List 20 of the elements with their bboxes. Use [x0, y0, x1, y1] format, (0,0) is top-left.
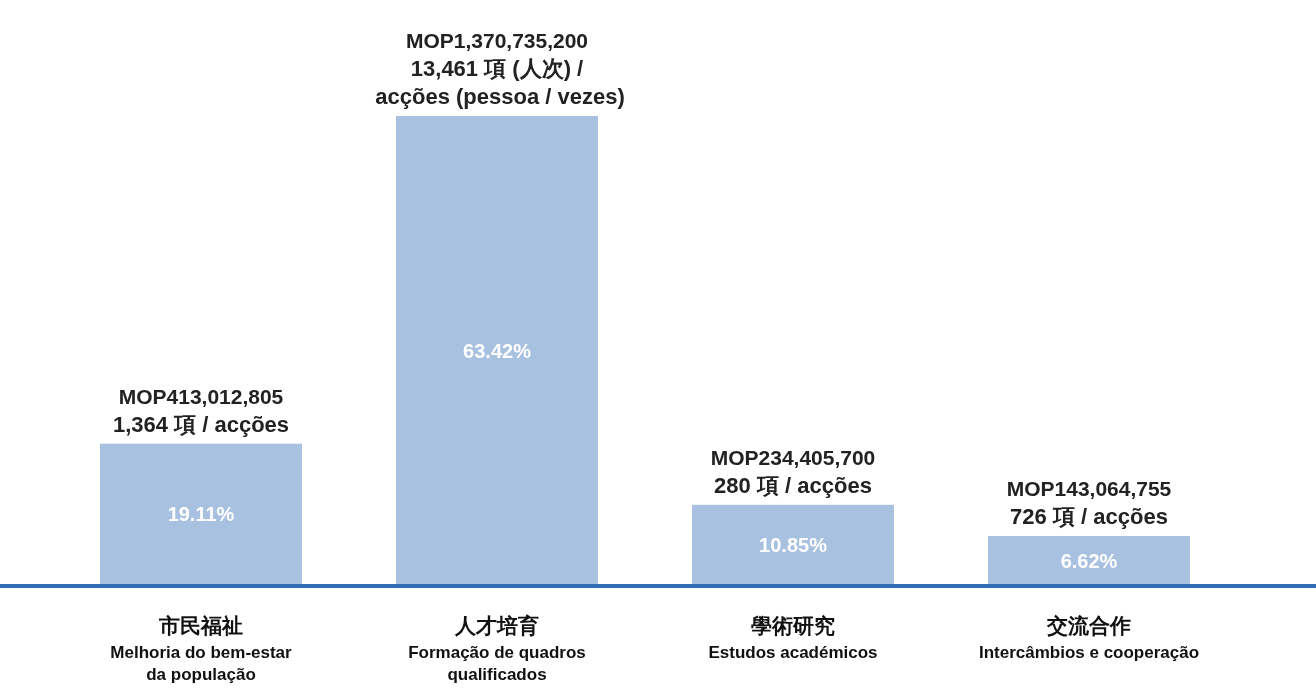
- annotation: 13,461 項 (人次) / acções (pessoa / vezes): [369, 56, 625, 109]
- data-label: MOP413,012,805: [118, 384, 284, 408]
- bar: [692, 504, 894, 585]
- x-tick-label: 人才培育 Formação de quadros qualificados: [408, 614, 586, 684]
- bar: [988, 536, 1190, 585]
- x-tick-label: 學術研究 Estudos académicos: [708, 614, 878, 662]
- data-label: MOP234,405,700: [710, 445, 876, 469]
- x-tick-label: 交流合作 Intercâmbios e cooperação: [978, 614, 1200, 662]
- annotation: 726 項 / acções: [1010, 504, 1168, 530]
- bar: [100, 443, 302, 585]
- annotation: 19.11%: [167, 503, 235, 526]
- data-label: MOP1,370,735,200: [405, 29, 589, 52]
- annotation: 63.42%: [463, 339, 532, 362]
- annotation: 1,364 項 / acções: [112, 411, 290, 437]
- x-tick-label: 市民福祉 Melhoria do bem-estar da população: [110, 614, 293, 684]
- annotation: 6.62%: [1060, 549, 1118, 572]
- data-label: MOP143,064,755: [1006, 477, 1172, 501]
- annotation: 10.85%: [759, 533, 828, 556]
- annotation: 280 項 / acções: [714, 472, 872, 498]
- bar: [396, 116, 598, 585]
